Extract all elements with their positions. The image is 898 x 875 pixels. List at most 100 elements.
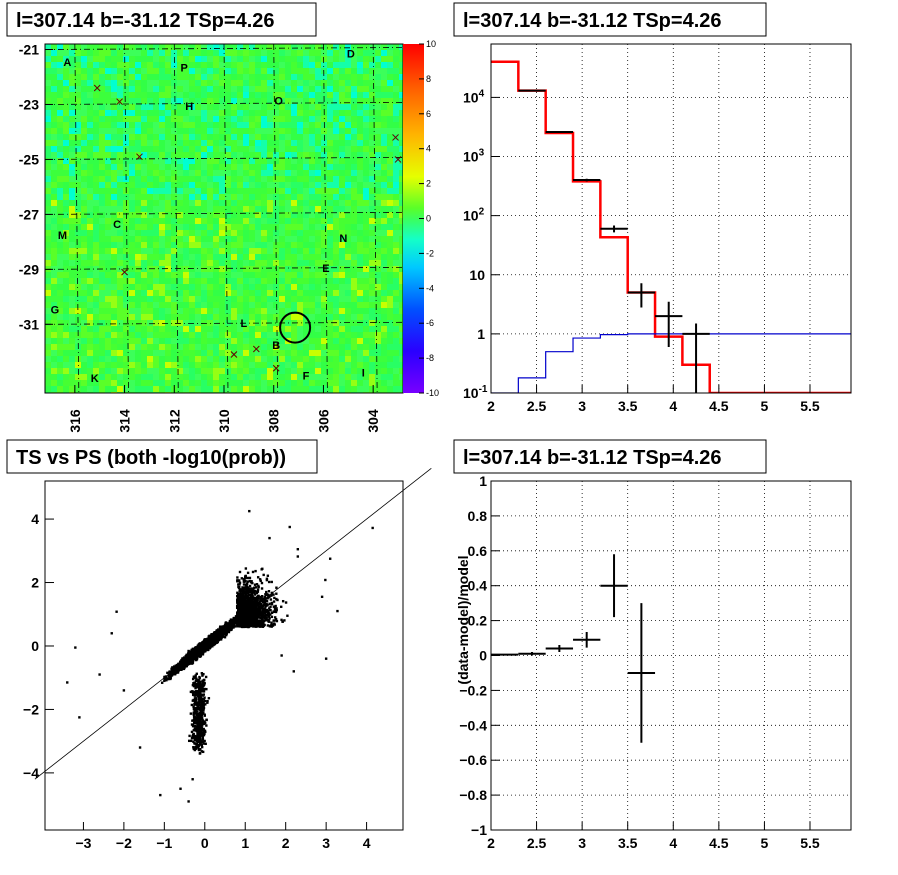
tsmap-pixel: [279, 56, 285, 62]
tsmap-pixel: [273, 194, 279, 200]
tsmap-pixel: [309, 158, 315, 164]
x-tick-label: 314: [117, 409, 133, 433]
tsmap-pixel: [231, 110, 237, 116]
tsmap-pixel: [363, 332, 369, 338]
tsmap-pixel: [267, 350, 273, 356]
tsmap-pixel: [363, 362, 369, 368]
tsmap-pixel: [291, 296, 297, 302]
tsmap-pixel: [381, 260, 387, 266]
tsmap-pixel: [201, 128, 207, 134]
tsmap-pixel: [297, 314, 303, 320]
tsmap-pixel: [351, 302, 357, 308]
tsmap-pixel: [363, 308, 369, 314]
tsmap-pixel: [171, 188, 177, 194]
tsmap-pixel: [399, 326, 403, 332]
tsmap-pixel: [147, 170, 153, 176]
tsmap-pixel: [267, 50, 273, 56]
tsmap-pixel: [339, 50, 345, 56]
tsmap-pixel: [129, 200, 135, 206]
tsmap-pixel: [135, 248, 141, 254]
tsmap-pixel: [321, 248, 327, 254]
tsmap-pixel: [195, 86, 201, 92]
source-cross: [394, 156, 402, 163]
tsmap-pixel: [345, 344, 351, 350]
tsmap-pixel: [69, 152, 75, 158]
tsmap-pixel: [375, 266, 381, 272]
tsmap-pixel: [51, 326, 57, 332]
tsmap-pixel: [231, 236, 237, 242]
tsmap-pixel: [249, 188, 255, 194]
tsmap-pixel: [123, 110, 129, 116]
tsmap-pixel: [309, 266, 315, 272]
tsmap-pixel: [321, 254, 327, 260]
tsmap-pixel: [171, 176, 177, 182]
tsmap-pixel: [255, 62, 261, 68]
tsmap-pixel: [57, 248, 63, 254]
tsmap-pixel: [219, 212, 225, 218]
tsmap-pixel: [171, 50, 177, 56]
tsmap-pixel: [291, 170, 297, 176]
tsmap-pixel: [321, 206, 327, 212]
tsmap-pixel: [63, 80, 69, 86]
tsmap-pixel: [129, 80, 135, 86]
tsmap-pixel: [171, 98, 177, 104]
tsmap-pixel: [111, 224, 117, 230]
tsmap-pixel: [183, 356, 189, 362]
tsmap-pixel: [111, 368, 117, 374]
tsmap-pixel: [219, 350, 225, 356]
tsmap-pixel: [375, 116, 381, 122]
tsmap-pixel: [105, 248, 111, 254]
tsmap-pixel: [57, 218, 63, 224]
tsmap-pixel: [123, 152, 129, 158]
tsmap-pixel: [201, 68, 207, 74]
tsmap-pixel: [279, 374, 285, 380]
tsmap-pixel: [123, 308, 129, 314]
tsmap-pixel: [327, 356, 333, 362]
tsmap-pixel: [81, 290, 87, 296]
tsmap-pixel: [345, 158, 351, 164]
tsmap-pixel: [165, 92, 171, 98]
tsmap-pixel: [93, 302, 99, 308]
tsmap-pixel: [345, 194, 351, 200]
tsmap-pixel: [381, 368, 387, 374]
tsmap-pixel: [285, 356, 291, 362]
tsmap-pixel: [339, 56, 345, 62]
tsmap-pixel: [183, 68, 189, 74]
tsmap-pixel: [333, 92, 339, 98]
tsmap-pixel: [261, 44, 267, 50]
tsmap-pixel: [267, 158, 273, 164]
tsmap-pixel: [369, 260, 375, 266]
tsmap-pixel: [333, 386, 339, 392]
tsmap-pixel: [165, 152, 171, 158]
tsmap-pixel: [333, 248, 339, 254]
tsmap-pixel: [195, 236, 201, 242]
tsmap-pixel: [237, 212, 243, 218]
tsmap-pixel: [51, 56, 57, 62]
tsmap-pixel: [57, 62, 63, 68]
tsmap-pixel: [273, 110, 279, 116]
tsmap-pixel: [315, 110, 321, 116]
tsmap-pixel: [315, 218, 321, 224]
tsmap-pixel: [357, 350, 363, 356]
tsmap-pixel: [273, 122, 279, 128]
tsmap-pixel: [213, 134, 219, 140]
tsmap-pixel: [159, 86, 165, 92]
tsmap-pixel: [393, 164, 399, 170]
colorbar-tick-label: -6: [426, 318, 434, 328]
tsmap-pixel: [177, 242, 183, 248]
tsmap-pixel: [207, 236, 213, 242]
tsmap-pixel: [45, 206, 51, 212]
tsmap-pixel: [99, 302, 105, 308]
tsmap-pixel: [225, 218, 231, 224]
tsmap-pixel: [87, 56, 93, 62]
tsmap-pixel: [279, 368, 285, 374]
tsmap-pixel: [291, 332, 297, 338]
tsmap-pixel: [381, 86, 387, 92]
tsmap-pixel: [309, 86, 315, 92]
tsmap-pixel: [81, 320, 87, 326]
tsmap-pixel: [81, 338, 87, 344]
tsmap-pixel: [111, 284, 117, 290]
tsmap-pixel: [51, 374, 57, 380]
tsmap-pixel: [171, 104, 177, 110]
tsmap-pixel: [171, 80, 177, 86]
